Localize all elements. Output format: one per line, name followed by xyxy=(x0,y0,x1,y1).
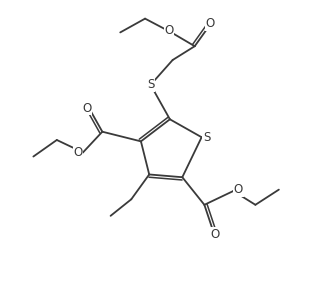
Text: S: S xyxy=(147,78,154,91)
Text: O: O xyxy=(82,102,91,115)
Text: O: O xyxy=(234,183,243,196)
Text: O: O xyxy=(164,24,174,37)
Text: O: O xyxy=(210,228,219,241)
Text: S: S xyxy=(203,131,210,144)
Text: O: O xyxy=(205,17,215,30)
Text: O: O xyxy=(73,146,83,159)
